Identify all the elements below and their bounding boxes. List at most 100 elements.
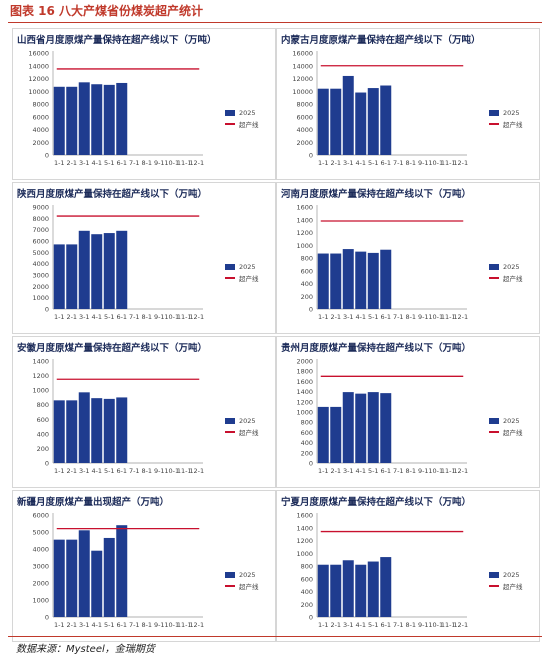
y-tick-label: 1000 [32,387,49,395]
y-tick-label: 2000 [32,580,49,588]
y-tick-label: 800 [301,563,313,571]
chart-legend: 2025 超产线 [489,415,523,437]
x-tick-label: 8-1 [405,159,416,167]
legend-item-bars: 2025 [489,415,523,426]
x-tick-label: 12-1 [453,621,468,629]
x-tick-label: 6-1 [380,621,391,629]
x-tick-label: 9-1 [154,467,165,475]
y-tick-label: 4000 [296,126,313,134]
y-tick-label: 400 [301,588,313,596]
bar [342,560,354,617]
chart-svg: 0 200 400 600 800 1000 1200 1400 1600 1-1 2-1 3-1 4-… [296,512,468,630]
legend-label: 2025 [239,570,256,579]
y-tick-label: 200 [37,445,49,453]
y-tick-label: 5000 [32,529,49,537]
legend-item-line: 超产线 [225,580,259,591]
legend-swatch-bar [225,417,235,424]
bar [317,564,329,617]
chart-svg: 0 200 400 600 800 1000 1200 1400 1600 1800 2000 1-1… [296,358,468,476]
x-tick-label: 2-1 [66,467,77,475]
y-tick-label: 1200 [296,229,313,237]
x-tick-label: 10-1 [428,159,443,167]
x-tick-label: 1-1 [318,621,329,629]
y-tick-label: 400 [301,439,313,447]
x-tick-label: 11-1 [441,467,456,475]
x-tick-label: 11-1 [177,313,192,321]
y-tick-label: 2000 [32,139,49,147]
x-tick-label: 6-1 [380,467,391,475]
x-tick-label: 1-1 [318,159,329,167]
y-tick-label: 9000 [32,204,49,212]
x-tick-label: 6-1 [116,621,127,629]
y-tick-label: 600 [301,267,313,275]
bar [103,398,115,463]
chart-title: 安徽月度原煤产量保持在超产线以下（万吨） [17,343,208,354]
y-tick-label: 1600 [296,512,313,520]
chart-title: 山西省月度原煤产量保持在超产线以下（万吨） [17,35,217,46]
x-tick-label: 7-1 [129,621,140,629]
y-tick-label: 6000 [32,113,49,121]
legend-item-bars: 2025 [225,261,259,272]
y-tick-label: 1200 [296,398,313,406]
x-tick-label: 12-1 [189,467,204,475]
bar [342,75,354,155]
x-tick-label: 7-1 [393,467,404,475]
x-tick-label: 2-1 [66,313,77,321]
chart-title: 新疆月度原煤产量出现超产（万吨） [17,497,170,508]
y-tick-label: 5000 [32,249,49,257]
x-tick-label: 5-1 [368,467,379,475]
x-tick-label: 2-1 [66,159,77,167]
y-tick-label: 6000 [32,238,49,246]
legend-item-line: 超产线 [225,272,259,283]
x-tick-label: 6-1 [116,467,127,475]
x-tick-label: 1-1 [54,159,65,167]
x-tick-label: 5-1 [104,313,115,321]
x-tick-label: 11-1 [441,159,456,167]
chart-panel: 0 200 400 600 800 1000 1200 1400 1600 1800 2000 1-1… [276,336,540,488]
x-tick-label: 12-1 [453,159,468,167]
x-tick-label: 5-1 [368,159,379,167]
y-tick-label: 0 [45,460,49,468]
legend-swatch-bar [225,571,235,578]
x-tick-label: 3-1 [343,621,354,629]
legend-swatch-bar [489,109,499,116]
chart-title: 贵州月度原煤产量保持在超产线以下（万吨） [281,343,472,354]
x-tick-label: 4-1 [355,467,366,475]
legend-swatch-bar [489,571,499,578]
y-tick-label: 6000 [296,113,313,121]
y-tick-label: 400 [37,430,49,438]
bar [78,230,90,309]
legend-label: 2025 [503,416,520,425]
x-tick-label: 7-1 [129,313,140,321]
x-tick-label: 11-1 [441,313,456,321]
bar [53,86,65,155]
chart-panel: 0 1000 2000 3000 4000 5000 6000 1-1 2-1 3-1 4-1 5-1… [12,490,276,642]
x-tick-label: 9-1 [154,621,165,629]
chart-legend: 2025 超产线 [225,415,259,437]
y-tick-label: 800 [301,255,313,263]
legend-item-line: 超产线 [225,426,259,437]
y-tick-label: 10000 [292,88,313,96]
legend-swatch-line [225,276,235,279]
x-tick-label: 10-1 [164,621,179,629]
y-tick-label: 1400 [296,524,313,532]
x-tick-label: 4-1 [91,159,102,167]
source-note: 数据来源：Mysteel，金瑞期货 [16,644,155,655]
chart-title: 河南月度原煤产量保持在超产线以下（万吨） [281,189,472,200]
y-tick-label: 0 [309,614,313,622]
x-tick-label: 6-1 [380,313,391,321]
bar [53,539,65,617]
x-tick-label: 1-1 [54,621,65,629]
y-tick-label: 8000 [296,101,313,109]
legend-swatch-bar [489,417,499,424]
x-tick-label: 7-1 [393,159,404,167]
x-tick-label: 8-1 [405,621,416,629]
legend-swatch-line [489,430,499,433]
chart-svg: 0 200 400 600 800 1000 1200 1400 1600 1-1 2-1 3-1 4-… [296,204,468,322]
x-tick-label: 3-1 [343,159,354,167]
chart-panel: 0 2000 4000 6000 8000 10000 12000 14000 16000 1-1… [12,28,276,180]
bar [103,233,115,309]
x-tick-label: 12-1 [453,467,468,475]
y-tick-label: 1000 [32,597,49,605]
x-tick-label: 11-1 [177,159,192,167]
